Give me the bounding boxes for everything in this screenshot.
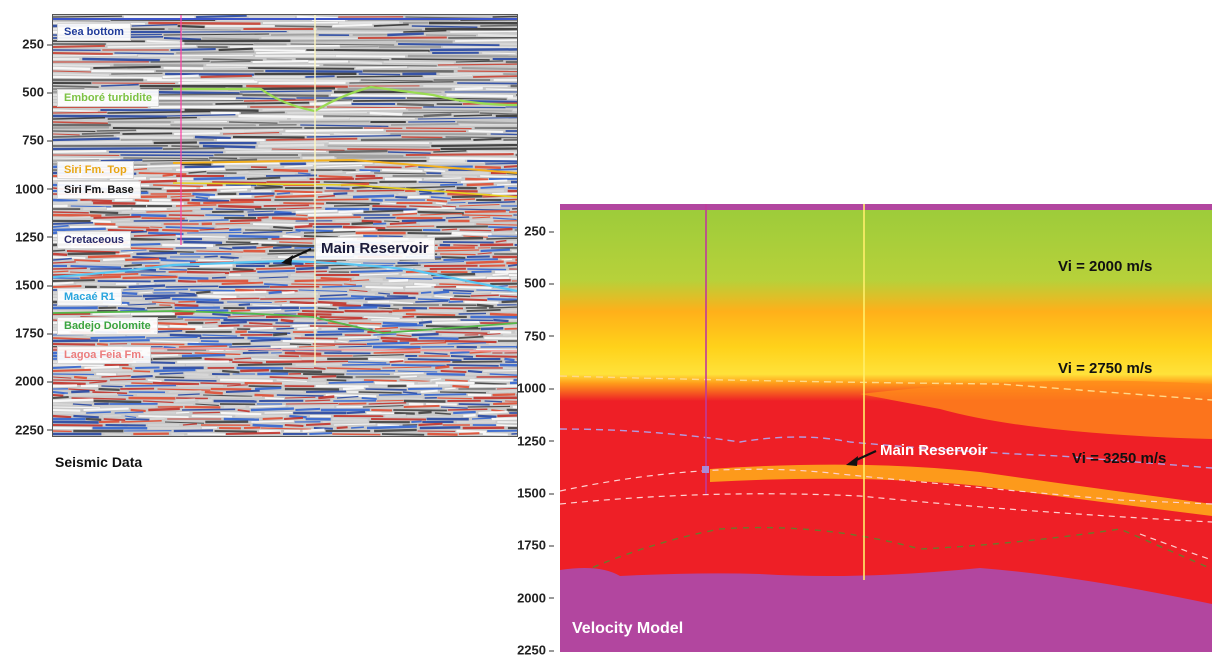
depth-tick-label: 1750 — [502, 538, 546, 553]
horizon-label-macae: Macaé R1 — [57, 288, 122, 306]
velocity-caption: Velocity Model — [572, 620, 683, 638]
depth-tick-label: 1250 — [0, 229, 44, 244]
horizon-label-cretaceous: Cretaceous — [57, 231, 131, 249]
depth-tick-label: 2250 — [0, 422, 44, 437]
vi-label-2750: Vi = 2750 m/s — [1058, 360, 1152, 377]
depth-tick-label: 1500 — [0, 278, 44, 293]
velocity-main-reservoir-label: Main Reservoir — [880, 442, 988, 459]
seismic-main-reservoir-label: Main Reservoir — [315, 237, 435, 260]
depth-tick-label: 500 — [0, 85, 44, 100]
horizon-label-siri-top: Siri Fm. Top — [57, 161, 134, 179]
vi-label-2000: Vi = 2000 m/s — [1058, 258, 1152, 275]
depth-tick-label: 1750 — [0, 326, 44, 341]
depth-tick-label: 250 — [502, 224, 546, 239]
depth-tick-label: 750 — [0, 133, 44, 148]
horizon-label-sea-bottom: Sea bottom — [57, 23, 131, 41]
depth-tick-label: 2000 — [0, 374, 44, 389]
depth-tick-label: 1250 — [502, 433, 546, 448]
depth-tick-label: 2250 — [502, 643, 546, 658]
horizon-label-lagoa: Lagoa Feia Fm. — [57, 346, 151, 364]
depth-tick-label: 1000 — [502, 381, 546, 396]
seismic-caption: Seismic Data — [55, 454, 142, 470]
horizon-label-badejo: Badejo Dolomite — [57, 317, 158, 335]
velocity-model: Vi = 2000 m/s Vi = 2750 m/s Vi = 3250 m/… — [560, 204, 1212, 652]
seismic-image — [53, 15, 517, 436]
seismic-section: Sea bottom Emboré turbidite Siri Fm. Top… — [52, 14, 518, 437]
depth-tick-label: 1000 — [0, 181, 44, 196]
horizon-label-siri-base: Siri Fm. Base — [57, 181, 141, 199]
depth-tick-label: 1500 — [502, 486, 546, 501]
depth-tick-label: 2000 — [502, 590, 546, 605]
depth-tick-label: 250 — [0, 37, 44, 52]
depth-tick-label: 750 — [502, 328, 546, 343]
vi-label-3250: Vi = 3250 m/s — [1072, 450, 1166, 467]
horizon-label-embore: Emboré turbidite — [57, 89, 159, 107]
depth-tick-label: 500 — [502, 276, 546, 291]
